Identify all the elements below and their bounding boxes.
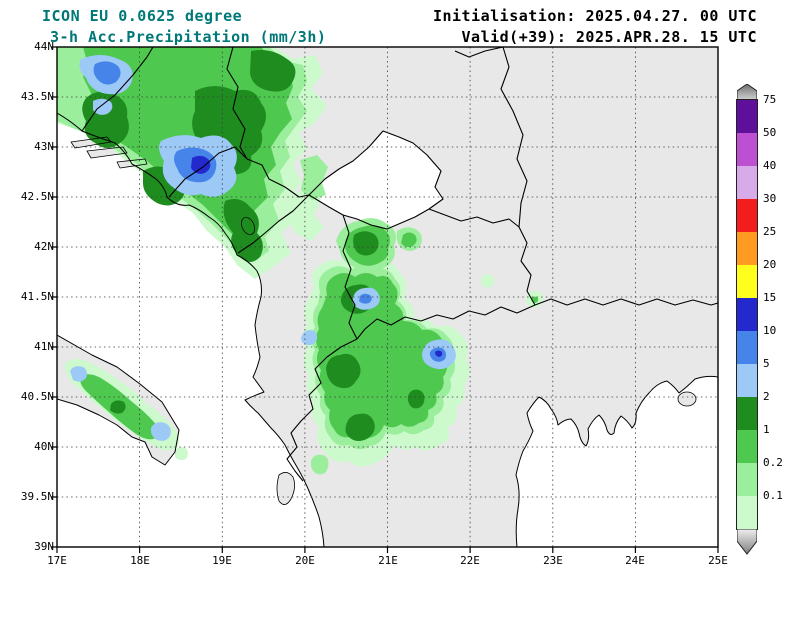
colorbar-segment [737,298,757,331]
colorbar-segment [737,166,757,199]
y-tick-label: 41.5N [20,290,54,303]
colorbar-tick-label: 15 [763,291,777,304]
kosovo-region [309,131,443,229]
colorbar-segment [737,430,757,463]
colorbar-tick-label: 75 [763,93,777,106]
valid-info: Valid(+39): 2025.APR.28. 15 UTC [461,28,757,46]
axis-ticks [51,46,719,553]
colorbar-segment [737,496,757,529]
x-tick-label: 18E [130,554,150,567]
colorbar-tick-label: 20 [763,258,777,271]
colorbar-tick-label: 5 [763,357,770,370]
y-tick-label: 41N [34,340,54,353]
colorbar-segment [737,199,757,232]
precip-band-15 [191,155,443,357]
x-tick-label: 17E [47,554,67,567]
product-title: 3-h Acc.Precipitation (mm/3h) [50,28,327,46]
colorbar-segment [737,100,757,133]
colorbar-tick-label: 40 [763,159,777,172]
precipitation-layer [57,47,544,475]
colorbar-tick-label: 1 [763,423,770,436]
colorbar-segment [737,265,757,298]
map-frame [56,46,719,548]
y-tick-label: 39N [34,540,54,553]
x-tick-label: 21E [378,554,398,567]
y-tick-label: 44N [34,40,54,53]
colorbar-tick-label: 30 [763,192,777,205]
x-tick-label: 23E [543,554,563,567]
y-tick-label: 42N [34,240,54,253]
x-tick-label: 20E [295,554,315,567]
colorbar-tick-label: 10 [763,324,777,337]
thasos-island [678,392,696,406]
colorbar-tick-label: 25 [763,225,777,238]
colorbar-tick-label: 0.2 [763,456,783,469]
x-tick-label: 22E [460,554,480,567]
colorbar-segment [737,232,757,265]
colorbar-scale [736,99,758,530]
colorbar: 75 50 40 30 25 20 15 10 5 2 1 0.2 0.1 [736,84,799,559]
aegean-sea [516,376,718,547]
y-tick-label: 39.5N [20,490,54,503]
y-tick-label: 42.5N [20,190,54,203]
y-tick-label: 43N [34,140,54,153]
grid-lines [57,47,718,547]
y-tick-label: 43.5N [20,90,54,103]
corfu-island [277,472,295,505]
colorbar-segment [737,364,757,397]
colorbar-segment [737,463,757,496]
y-tick-label: 40N [34,440,54,453]
x-tick-label: 25E [708,554,728,567]
colorbar-tick-label: 50 [763,126,777,139]
colorbar-segment [737,133,757,166]
init-info: Initialisation: 2025.04.27. 00 UTC [432,7,757,25]
colorbar-arrow-up-icon [737,84,757,100]
coastline-overlay [57,112,718,547]
x-tick-label: 24E [625,554,645,567]
x-tick-label: 19E [212,554,232,567]
map-plot [51,46,719,553]
country-borders [81,47,718,482]
colorbar-tick-label: 0.1 [763,489,783,502]
colorbar-tick-label: 2 [763,390,770,403]
colorbar-segment [737,397,757,430]
colorbar-segment [737,331,757,364]
adriatic-ionian-sea [57,113,324,547]
model-title: ICON EU 0.0625 degree [42,7,243,25]
y-tick-label: 40.5N [20,390,54,403]
colorbar-arrow-down-icon [737,529,757,555]
